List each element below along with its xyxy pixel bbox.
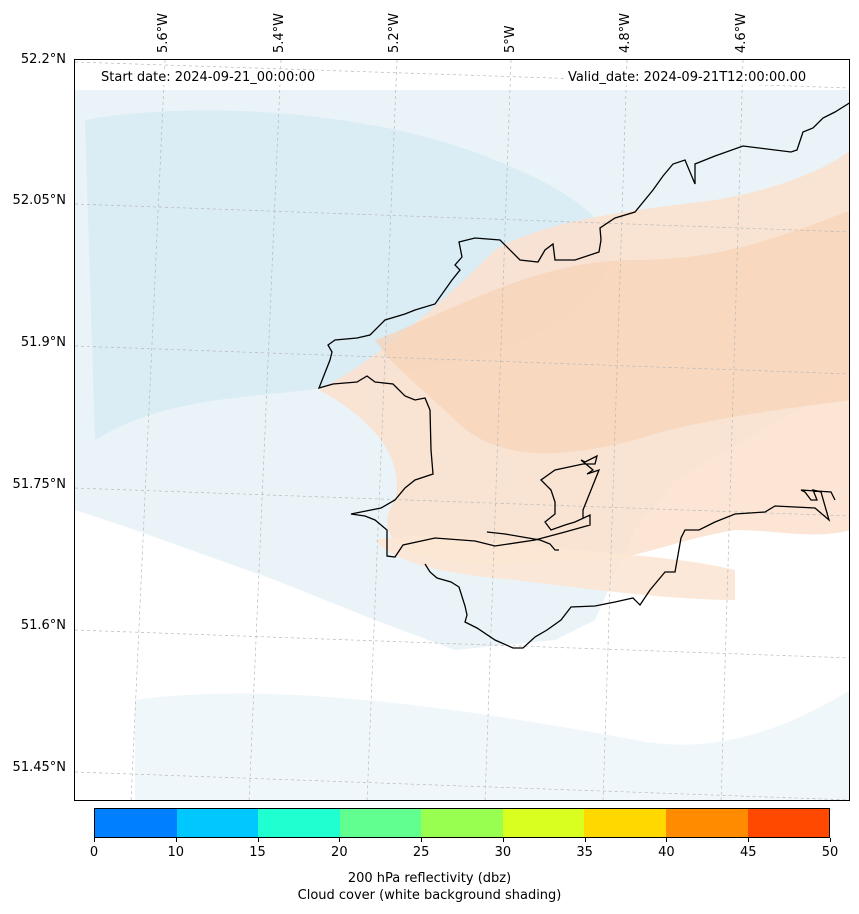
colorbar (94, 808, 830, 838)
colorbar-tick-mark (830, 838, 831, 842)
coastline-south (424, 489, 836, 649)
colorbar-label-reflectivity: 200 hPa reflectivity (dbz) (347, 871, 512, 886)
lat-label-51.75N: 51.75°N (12, 477, 66, 492)
lon-label-4.6W: 4.6°W (734, 12, 749, 53)
colorbar-tick-mark (502, 838, 504, 842)
colorbar-tick-label: 30 (494, 845, 512, 860)
lat-label-52.05N: 52.05°N (12, 193, 66, 208)
lon-label-5.2W: 5.2°W (387, 12, 402, 53)
colorbar-segment-45-50 (747, 809, 830, 837)
colorbar-segment-25-30 (421, 809, 503, 837)
colorbar-tick-label: 0 (89, 845, 99, 860)
colorbar-segment-0-10 (95, 809, 177, 837)
colorbar-segment-20-25 (339, 809, 422, 837)
colorbar-tick-mark (175, 838, 177, 842)
colorbar-segment-40-45 (665, 809, 748, 837)
lat-label-51.6N: 51.6°N (20, 618, 66, 633)
coastline-bay (486, 531, 559, 551)
lat-label-52.2N: 52.2°N (20, 52, 66, 67)
cloud-cover-shading-dense (85, 110, 611, 441)
colorbar-tick-mark (584, 838, 586, 842)
colorbar-tick-label: 15 (249, 845, 266, 860)
valid-date-label: Valid_date: 2024-09-21T12:00:00.00 (566, 70, 809, 85)
colorbar-tick-mark (421, 838, 423, 842)
cloud-cover-shading-south (135, 691, 849, 800)
colorbar-tick-mark (94, 838, 95, 842)
colorbar-segment-35-40 (584, 809, 666, 837)
colorbar-segment-10-15 (176, 809, 259, 837)
lon-label-5.6W: 5.6°W (156, 12, 171, 53)
map-canvas (75, 60, 849, 800)
colorbar-tick-mark (666, 838, 668, 842)
reflectivity-shading-bands (375, 535, 735, 600)
colorbar-segment-15-20 (258, 809, 340, 837)
reflectivity-shading-core (375, 210, 849, 454)
colorbar-tick-label: 50 (821, 845, 839, 860)
colorbar-segment-30-35 (502, 809, 585, 837)
lon-label-5.4W: 5.4°W (272, 12, 287, 53)
colorbar-tick-label: 25 (412, 845, 430, 860)
colorbar-tick-mark (748, 838, 750, 842)
colorbar-tick-label: 20 (331, 845, 348, 860)
coastline-north (317, 102, 849, 558)
start-date-label: Start date: 2024-09-21_00:00:00 (99, 70, 318, 85)
colorbar-tick-label: 40 (658, 845, 675, 860)
colorbar-tick-label: 45 (739, 845, 757, 860)
colorbar-tick-label: 35 (576, 845, 593, 860)
colorbar-tick-mark (257, 838, 259, 842)
lon-label-5W: 5°W (503, 25, 518, 53)
colorbar-tick-mark (339, 838, 341, 842)
colorbar-tick-label: 10 (167, 845, 185, 860)
lat-label-51.45N: 51.45°N (12, 760, 66, 775)
map-panel (74, 59, 850, 801)
colorbar-label-cloud-cover: Cloud cover (white background shading) (297, 888, 562, 903)
lon-label-4.8W: 4.8°W (618, 12, 633, 53)
lat-label-51.9N: 51.9°N (20, 335, 66, 350)
graticule (75, 60, 849, 800)
